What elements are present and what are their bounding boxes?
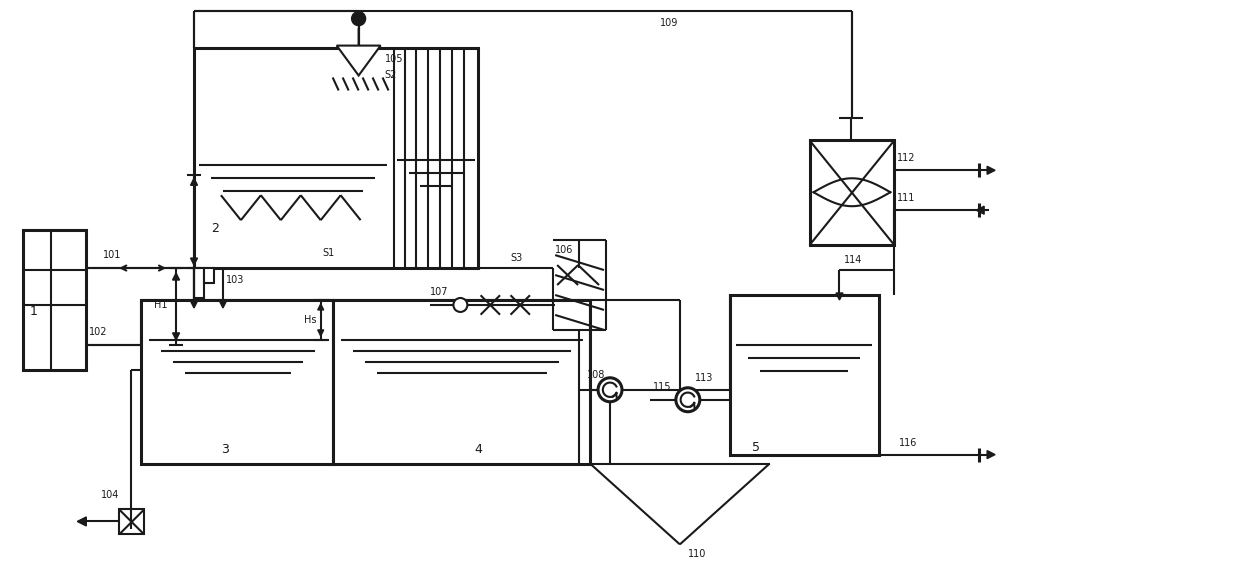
Text: 111: 111	[897, 193, 916, 203]
Text: 2: 2	[211, 222, 219, 235]
Bar	[730, 295, 880, 454]
Text: 3: 3	[221, 443, 229, 456]
Circle shape	[675, 388, 700, 412]
Polygon shape	[219, 300, 227, 308]
Text: H1: H1	[154, 300, 167, 310]
Text: Hs: Hs	[304, 315, 316, 325]
Text: 4: 4	[475, 443, 482, 456]
Text: 109: 109	[660, 18, 678, 27]
Polygon shape	[191, 178, 197, 185]
Text: 101: 101	[103, 250, 121, 260]
Text: 1: 1	[30, 305, 37, 318]
Text: 5: 5	[752, 441, 760, 454]
Text: 105: 105	[384, 54, 403, 64]
Text: 115: 115	[653, 382, 672, 392]
Bar	[24, 230, 87, 370]
Bar	[141, 300, 333, 464]
Text: 116: 116	[900, 437, 918, 448]
Polygon shape	[77, 517, 87, 526]
Text: S1: S1	[322, 248, 335, 258]
Text: 104: 104	[102, 489, 120, 499]
Polygon shape	[172, 333, 180, 340]
Polygon shape	[987, 166, 995, 174]
Circle shape	[598, 378, 622, 402]
Polygon shape	[191, 258, 197, 265]
Bar	[195, 268, 204, 298]
Polygon shape	[172, 273, 180, 280]
Polygon shape	[317, 304, 323, 310]
Text: 108: 108	[587, 370, 606, 380]
Polygon shape	[976, 206, 984, 214]
Text: S2: S2	[384, 69, 396, 79]
Bar	[809, 140, 895, 245]
Bar	[195, 47, 478, 268]
Bar	[119, 509, 144, 534]
Polygon shape	[337, 46, 380, 75]
Text: S3: S3	[510, 253, 523, 263]
Text: 107: 107	[430, 287, 449, 297]
Circle shape	[453, 298, 467, 312]
Circle shape	[352, 12, 366, 26]
Text: 106: 106	[555, 245, 574, 255]
Text: 103: 103	[225, 275, 244, 285]
Bar	[333, 300, 590, 464]
Text: 110: 110	[688, 550, 706, 559]
Bar	[204, 268, 214, 283]
Text: 102: 102	[89, 327, 108, 337]
Polygon shape	[317, 330, 323, 336]
Polygon shape	[987, 451, 995, 458]
Text: 114: 114	[844, 255, 862, 265]
Text: 113: 113	[695, 373, 714, 383]
Text: 112: 112	[897, 154, 916, 164]
Polygon shape	[836, 293, 843, 300]
Polygon shape	[190, 300, 198, 308]
